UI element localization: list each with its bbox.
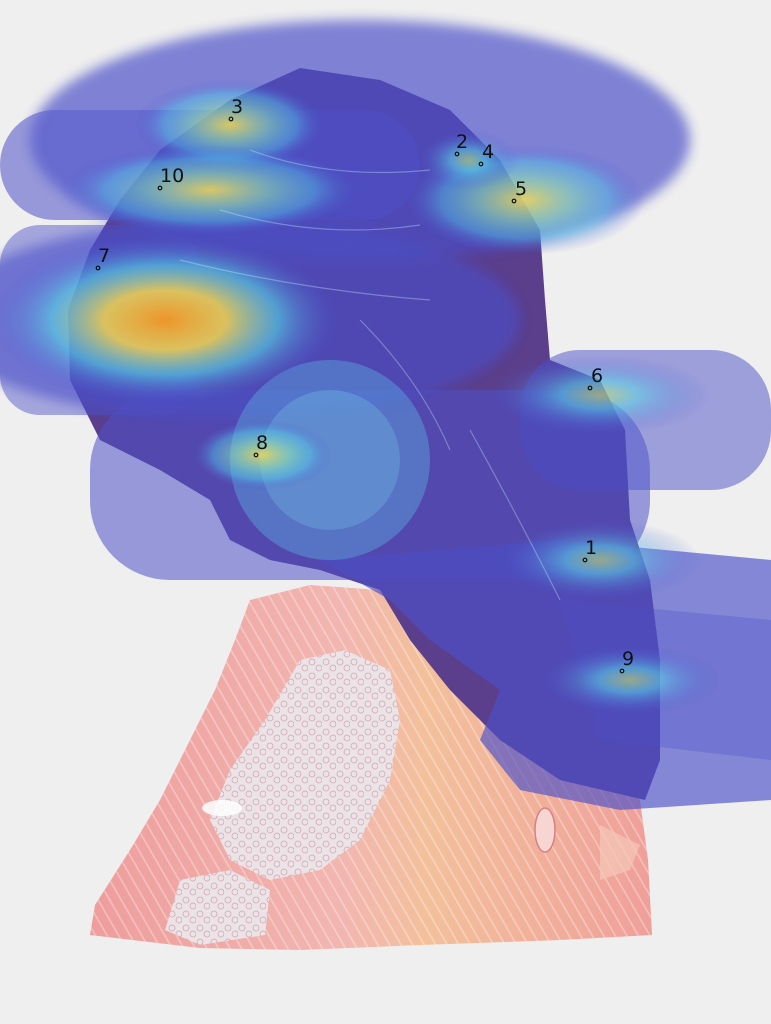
- marker-5: 5: [511, 178, 527, 204]
- marker-9-label: 9: [622, 648, 634, 670]
- marker-7: 7: [95, 245, 110, 271]
- gland-lobule-lower: [165, 870, 270, 945]
- marker-4-label: 4: [482, 141, 494, 163]
- lower-tissue-section: [90, 585, 652, 950]
- marker-3: 3: [228, 96, 243, 122]
- marker-8: 8: [253, 432, 268, 458]
- marker-1-label: 1: [585, 537, 597, 559]
- tissue-fibers: [179, 149, 561, 601]
- marker-5-label: 5: [515, 178, 527, 200]
- marker-10: 10: [157, 165, 184, 191]
- marker-9: 9: [619, 648, 634, 674]
- marker-layer: 1 2 3 45 6 7 8 9 10: [95, 96, 634, 674]
- gland-lobule: [210, 650, 400, 880]
- marker-7-label: 7: [98, 245, 110, 267]
- marker-7-dot: [95, 265, 101, 271]
- heatmap-hotspots: [0, 80, 720, 715]
- marker-9-dot: [619, 668, 625, 674]
- marker-10-dot: [157, 185, 163, 191]
- marker-6-dot: [587, 385, 593, 391]
- marker-2-label: 2: [456, 131, 468, 153]
- marker-10-label: 10: [160, 165, 184, 187]
- marker-5-dot: [511, 198, 517, 204]
- marker-2: 2: [454, 131, 468, 157]
- marker-3-dot: [228, 116, 234, 122]
- marker-6-label: 6: [591, 365, 603, 387]
- marker-1: 1: [582, 537, 597, 563]
- marker-1-dot: [582, 557, 588, 563]
- marker-4-dot: [478, 161, 484, 167]
- marker-2-dot: [454, 151, 460, 157]
- marker-8-dot: [253, 452, 259, 458]
- marker-6: 6: [587, 365, 603, 391]
- marker-8-label: 8: [256, 432, 268, 454]
- marker-3-label: 3: [231, 96, 243, 118]
- marker-4: 4: [478, 141, 494, 167]
